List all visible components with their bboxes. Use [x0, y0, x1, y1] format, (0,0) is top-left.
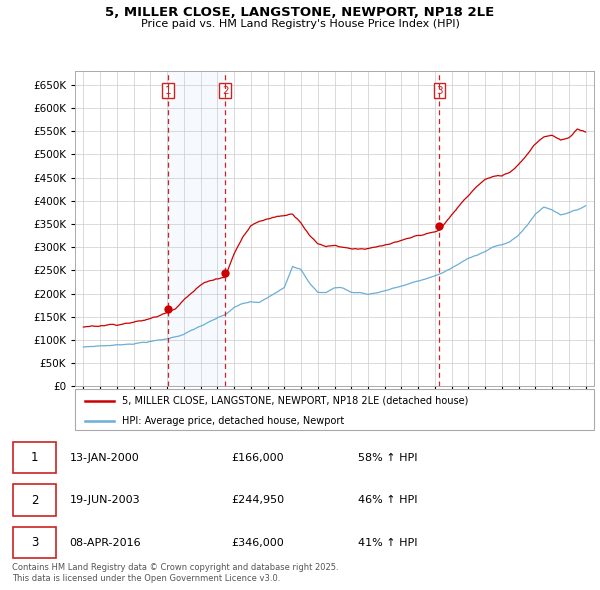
Text: 58% ↑ HPI: 58% ↑ HPI — [358, 453, 417, 463]
Text: £166,000: £166,000 — [231, 453, 284, 463]
Text: 1: 1 — [164, 86, 171, 96]
Text: 2: 2 — [222, 86, 229, 96]
Text: 46% ↑ HPI: 46% ↑ HPI — [358, 495, 417, 505]
Text: 1: 1 — [31, 451, 38, 464]
Text: £346,000: £346,000 — [231, 537, 284, 548]
Text: 5, MILLER CLOSE, LANGSTONE, NEWPORT, NP18 2LE (detached house): 5, MILLER CLOSE, LANGSTONE, NEWPORT, NP1… — [122, 396, 468, 406]
Text: 41% ↑ HPI: 41% ↑ HPI — [358, 537, 417, 548]
Bar — [168, 71, 225, 386]
Text: 3: 3 — [436, 86, 443, 96]
Text: HPI: Average price, detached house, Newport: HPI: Average price, detached house, Newp… — [122, 416, 344, 426]
Text: 3: 3 — [31, 536, 38, 549]
FancyBboxPatch shape — [13, 441, 56, 473]
Text: £244,950: £244,950 — [231, 495, 284, 505]
Text: 13-JAN-2000: 13-JAN-2000 — [70, 453, 139, 463]
Text: This data is licensed under the Open Government Licence v3.0.: This data is licensed under the Open Gov… — [12, 574, 280, 583]
Text: Contains HM Land Registry data © Crown copyright and database right 2025.: Contains HM Land Registry data © Crown c… — [12, 563, 338, 572]
FancyBboxPatch shape — [13, 526, 56, 558]
Text: 5, MILLER CLOSE, LANGSTONE, NEWPORT, NP18 2LE: 5, MILLER CLOSE, LANGSTONE, NEWPORT, NP1… — [106, 6, 494, 19]
Text: Price paid vs. HM Land Registry's House Price Index (HPI): Price paid vs. HM Land Registry's House … — [140, 19, 460, 29]
Text: 19-JUN-2003: 19-JUN-2003 — [70, 495, 140, 505]
FancyBboxPatch shape — [13, 484, 56, 516]
Text: 2: 2 — [31, 493, 38, 507]
Text: 08-APR-2016: 08-APR-2016 — [70, 537, 141, 548]
